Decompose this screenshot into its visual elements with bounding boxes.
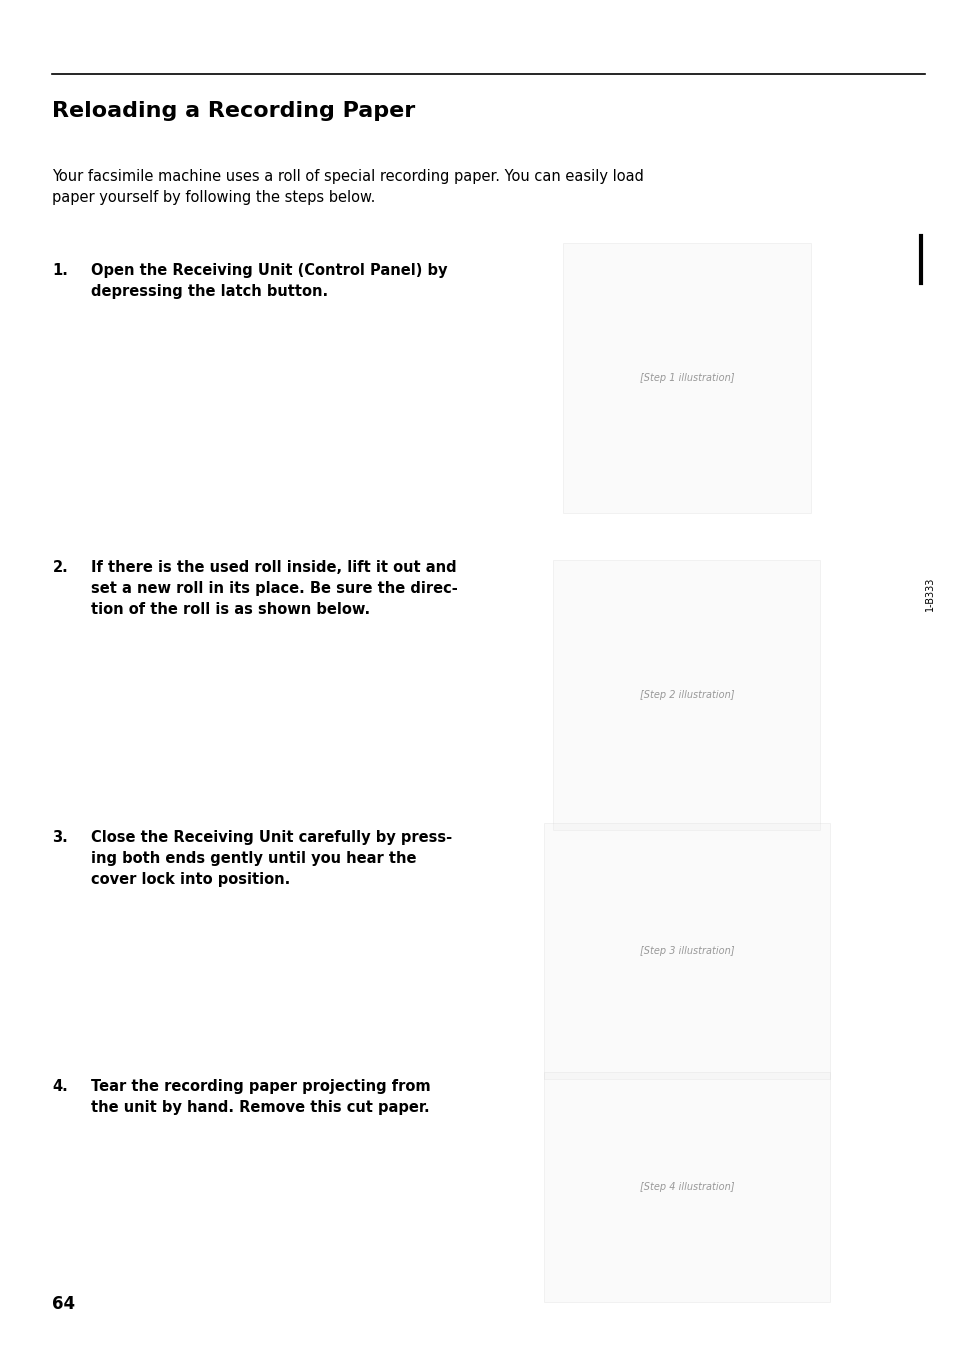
Text: 64: 64 — [52, 1295, 75, 1313]
Text: Close the Receiving Unit carefully by press-
ing both ends gently until you hear: Close the Receiving Unit carefully by pr… — [91, 830, 452, 886]
FancyBboxPatch shape — [562, 243, 810, 513]
Text: 1-B333: 1-B333 — [924, 576, 934, 611]
Text: Tear the recording paper projecting from
the unit by hand. Remove this cut paper: Tear the recording paper projecting from… — [91, 1079, 430, 1116]
Text: [Step 2 illustration]: [Step 2 illustration] — [639, 689, 734, 700]
Text: [Step 1 illustration]: [Step 1 illustration] — [639, 372, 734, 383]
Text: Open the Receiving Unit (Control Panel) by
depressing the latch button.: Open the Receiving Unit (Control Panel) … — [91, 263, 447, 299]
FancyBboxPatch shape — [543, 1072, 829, 1302]
Text: 1.: 1. — [52, 263, 69, 278]
Text: Reloading a Recording Paper: Reloading a Recording Paper — [52, 101, 416, 121]
Text: [Step 3 illustration]: [Step 3 illustration] — [639, 946, 734, 956]
Text: 2.: 2. — [52, 560, 69, 575]
Text: Your facsimile machine uses a roll of special recording paper. You can easily lo: Your facsimile machine uses a roll of sp… — [52, 169, 643, 205]
Text: 4.: 4. — [52, 1079, 69, 1094]
FancyBboxPatch shape — [553, 560, 820, 830]
Text: [Step 4 illustration]: [Step 4 illustration] — [639, 1182, 734, 1193]
FancyBboxPatch shape — [543, 823, 829, 1079]
Text: If there is the used roll inside, lift it out and
set a new roll in its place. B: If there is the used roll inside, lift i… — [91, 560, 456, 616]
Text: 3.: 3. — [52, 830, 69, 844]
